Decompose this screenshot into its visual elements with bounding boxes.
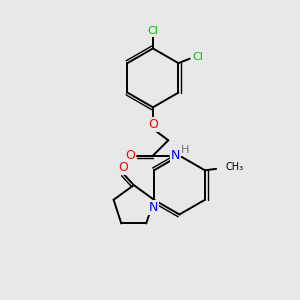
Text: N: N bbox=[171, 149, 180, 162]
Text: N: N bbox=[149, 201, 158, 214]
Text: O: O bbox=[118, 161, 128, 174]
Text: Cl: Cl bbox=[148, 26, 158, 36]
Text: CH₃: CH₃ bbox=[226, 162, 244, 172]
Text: O: O bbox=[125, 149, 135, 162]
Text: Cl: Cl bbox=[192, 52, 203, 62]
Text: H: H bbox=[181, 145, 190, 155]
Text: O: O bbox=[148, 118, 158, 131]
